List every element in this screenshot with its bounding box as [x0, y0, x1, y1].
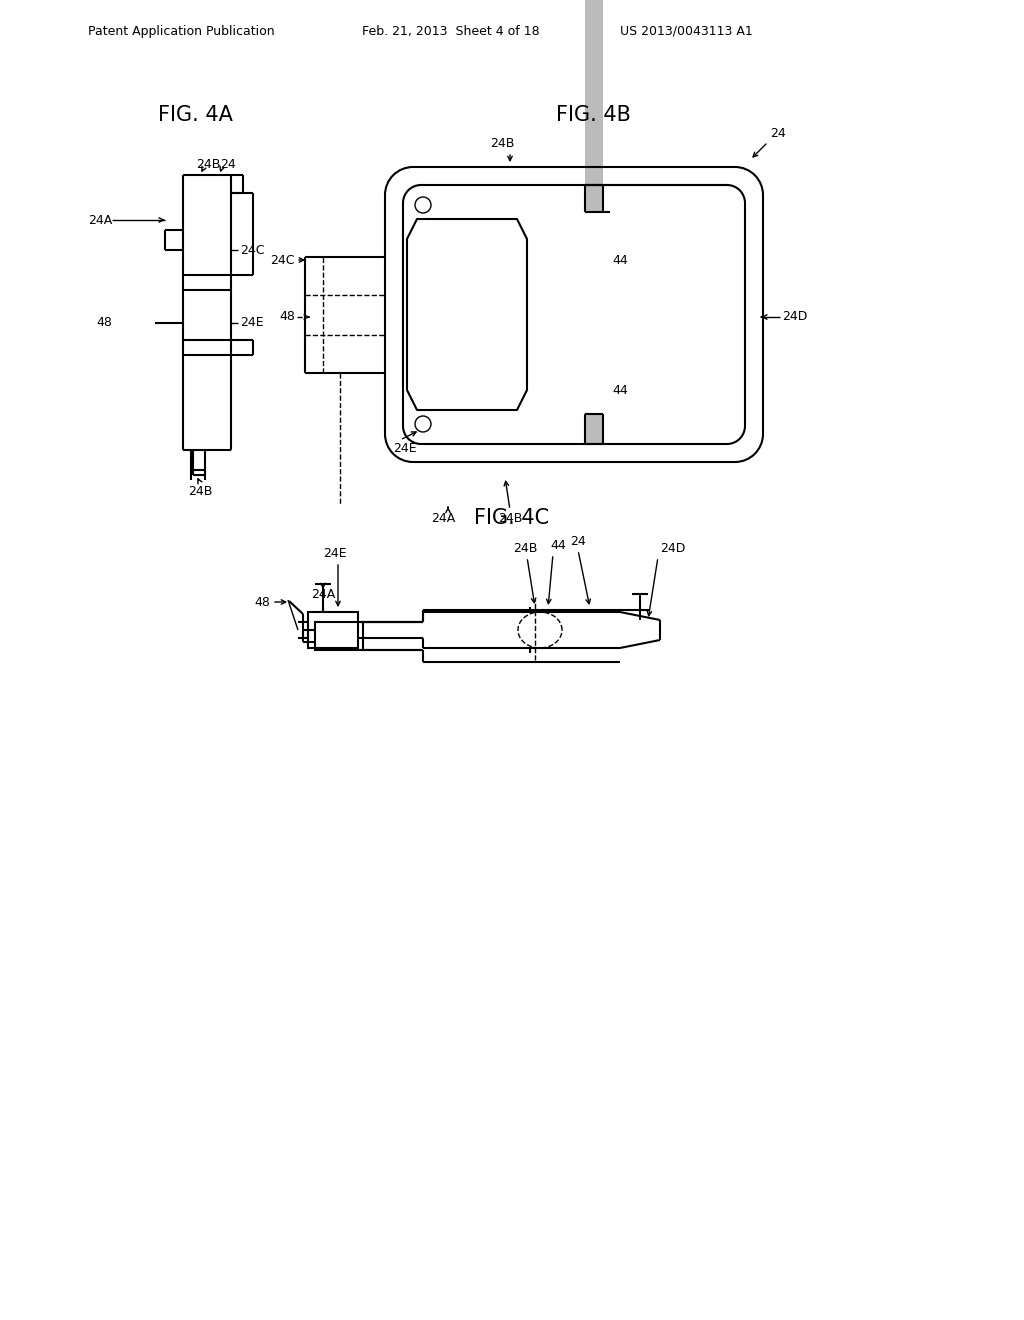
Text: 48: 48 [254, 595, 270, 609]
Text: 24D: 24D [782, 310, 807, 323]
Text: 24C: 24C [240, 243, 264, 256]
Text: 24: 24 [770, 127, 785, 140]
Text: 24B: 24B [489, 137, 514, 150]
Bar [308, 612, 358, 648]
Text: 24A: 24A [88, 214, 112, 227]
Text: FIG. 4C: FIG. 4C [474, 508, 550, 528]
Text: 24E: 24E [393, 442, 417, 455]
Text: FIG. 4A: FIG. 4A [158, 106, 232, 125]
Text: Patent Application Publication: Patent Application Publication [88, 25, 274, 38]
Text: FIG. 4B: FIG. 4B [556, 106, 631, 125]
Text: 24B: 24B [498, 512, 522, 525]
Text: 24B: 24B [196, 158, 220, 172]
Text: 24D: 24D [660, 543, 685, 554]
Text: 24B: 24B [187, 484, 212, 498]
Text: 24E: 24E [240, 317, 263, 330]
Text: 48: 48 [280, 310, 295, 323]
Text: 24A: 24A [311, 587, 335, 601]
Text: 24E: 24E [324, 546, 347, 560]
Bar [315, 622, 362, 649]
Text: 44: 44 [550, 539, 565, 552]
Text: 24: 24 [220, 158, 236, 172]
Text: 48: 48 [96, 317, 112, 330]
Text: 24A: 24A [431, 512, 455, 525]
Text: 24C: 24C [270, 253, 295, 267]
Bar [585, 0, 603, 213]
Text: US 2013/0043113 A1: US 2013/0043113 A1 [620, 25, 753, 38]
Text: 44: 44 [612, 253, 628, 267]
Text: 24: 24 [570, 535, 586, 548]
Bar [585, 414, 603, 444]
Text: 44: 44 [612, 384, 628, 396]
Text: 24B: 24B [513, 543, 538, 554]
Text: Feb. 21, 2013  Sheet 4 of 18: Feb. 21, 2013 Sheet 4 of 18 [362, 25, 540, 38]
